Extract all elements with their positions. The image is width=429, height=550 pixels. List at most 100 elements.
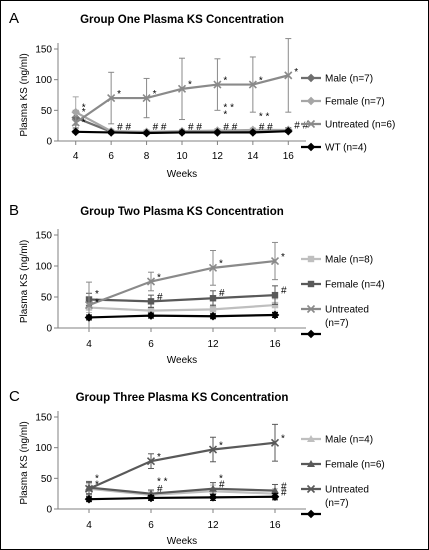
panel-letter: A (9, 10, 19, 27)
significance-mark: * (82, 102, 86, 113)
legend-marker (307, 435, 315, 442)
series-line (88, 294, 276, 303)
series-3 (84, 492, 280, 504)
y-tick-label: 0 (46, 137, 52, 148)
significance-mark: # (219, 480, 225, 491)
legend-item: Untreated (n=6) (301, 120, 395, 131)
significance-mark: * (219, 440, 223, 451)
x-tick-label: 10 (176, 151, 188, 162)
legend-label: Male (n=4) (325, 435, 373, 446)
x-tick-label: 6 (108, 151, 114, 162)
y-tick-label: 0 (46, 324, 52, 335)
legend-label: WT (n=4) (325, 143, 367, 154)
series-line (88, 303, 276, 312)
data-point (71, 107, 81, 117)
significance-mark: * (259, 75, 263, 86)
data-point (177, 84, 187, 93)
series-2 (71, 38, 293, 130)
y-tick-label: 50 (41, 106, 53, 117)
data-point (284, 71, 293, 80)
data-point (84, 484, 94, 493)
data-point (270, 492, 280, 502)
data-point (106, 128, 116, 137)
legend-label: Untreated (n=6) (325, 120, 395, 131)
legend-label: Untreated (325, 485, 369, 496)
panel-letter: B (9, 202, 19, 219)
legend-label: Male (n=8) (325, 255, 373, 266)
data-point (270, 256, 280, 266)
legend-item (301, 509, 321, 519)
significance-mark: * (281, 252, 285, 263)
series-line (88, 487, 276, 496)
significance-mark: # (157, 292, 163, 303)
y-tick-label: 150 (35, 45, 52, 56)
chart-title: Group Three Plasma KS Concentration (76, 392, 289, 404)
significance-mark: * (95, 298, 99, 309)
x-axis-label: Weeks (167, 169, 197, 180)
y-tick-label: 150 (35, 413, 52, 424)
data-point (84, 494, 94, 504)
series-1 (85, 480, 279, 498)
x-tick-label: 16 (283, 151, 295, 162)
significance-mark: * * (259, 112, 270, 123)
significance-mark: # (157, 484, 163, 495)
data-point (209, 484, 217, 492)
y-tick-label: 50 (41, 293, 53, 304)
significance-mark: * (281, 434, 285, 445)
significance-mark: * (95, 289, 99, 300)
legend-marker (306, 119, 316, 129)
data-point (84, 313, 94, 322)
significance-mark: * (153, 89, 157, 100)
legend-marker (307, 460, 315, 467)
series-line (88, 441, 276, 490)
significance-mark: * (223, 75, 227, 86)
x-tick-label: 4 (86, 339, 92, 350)
series-2 (84, 423, 280, 496)
data-point (147, 307, 155, 314)
data-point (147, 489, 155, 497)
series-line (88, 495, 276, 501)
legend-marker (306, 73, 316, 83)
significance-mark: * (82, 107, 86, 118)
data-point (209, 295, 217, 302)
legend-item: Male (n=7) (301, 74, 373, 85)
data-point (271, 291, 279, 299)
significance-mark: * (82, 118, 86, 129)
significance-mark: * (223, 110, 227, 121)
legend-label: Male (n=7) (325, 74, 373, 85)
significance-mark: # (281, 481, 287, 492)
data-point (142, 94, 151, 103)
legend-item: Untreated (n=7) (301, 305, 369, 329)
significance-mark: * (157, 452, 161, 463)
significance-mark: * (219, 473, 223, 484)
data-point (283, 126, 293, 136)
significance-mark: # # (294, 121, 308, 132)
legend-marker (306, 509, 316, 519)
data-point (142, 128, 151, 138)
data-point (271, 486, 279, 494)
significance-mark: # (219, 288, 225, 299)
legend-item: WT (n=4) (301, 143, 367, 154)
legend-marker (306, 142, 316, 152)
series-line (88, 486, 276, 495)
chart-panel-c: C Group Three Plasma KS Concentration 0 50 1… (9, 388, 385, 547)
x-tick-label: 6 (148, 520, 154, 531)
x-tick-label: 16 (269, 520, 281, 531)
legend-label: Female (n=7) (325, 97, 385, 108)
data-point (147, 298, 155, 305)
y-tick-label: 0 (46, 505, 52, 516)
series-3 (84, 310, 280, 322)
legend-marker (307, 280, 315, 288)
data-point (84, 300, 94, 310)
data-point (71, 127, 81, 137)
series-3 (71, 126, 293, 138)
legend-label: Female (n=6) (325, 460, 385, 471)
data-point (208, 263, 218, 272)
data-point (213, 80, 222, 89)
x-tick-label: 4 (73, 151, 79, 162)
legend-label: (n=7) (325, 498, 349, 509)
x-axis-label: Weeks (167, 355, 197, 366)
x-tick-label: 4 (86, 520, 92, 531)
data-point (248, 80, 257, 89)
